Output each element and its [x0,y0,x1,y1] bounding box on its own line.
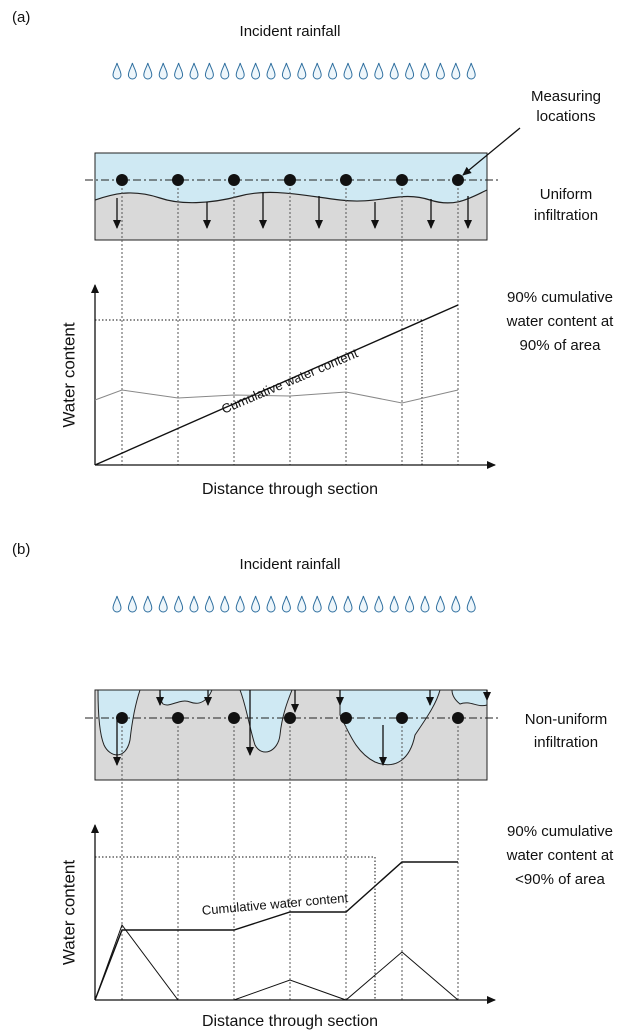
raindrop [466,595,476,613]
measuring-point [284,174,296,186]
pointer-arrow [462,127,521,176]
x-axis-label: Distance through section [202,481,378,498]
raindrop [328,595,338,613]
wetting-front [94,189,488,204]
raindrop [420,62,430,80]
raindrop [358,595,368,613]
x-axis-label: Distance through section [202,1013,378,1030]
panel-label: (a) [12,9,30,26]
raindrop [435,62,445,80]
measuring-point [228,174,240,186]
raindrop [405,595,415,613]
raindrop [204,62,214,80]
measuring-label: Measuring [531,88,601,105]
raindrop [251,62,261,80]
measuring-point [284,712,296,724]
measuring-point [396,712,408,724]
threshold-note: 90% of area [520,337,602,354]
raindrop [266,62,276,80]
raindrop [389,595,399,613]
raindrop [127,595,137,613]
measuring-point [396,174,408,186]
raindrop [328,62,338,80]
raindrop [220,595,230,613]
measuring-point [116,712,128,724]
water-content-line [94,923,459,1001]
measuring-point [340,712,352,724]
measuring-point [452,174,464,186]
raindrop [281,595,291,613]
cumulative-line [94,861,458,1001]
y-axis-label: Water content [59,860,78,965]
raindrop [158,595,168,613]
raindrop [297,62,307,80]
raindrop [405,62,415,80]
cumulative-line [94,304,459,466]
threshold-note: water content at [506,313,615,330]
raindrop [312,595,322,613]
threshold-note: 90% cumulative [507,823,613,840]
infiltration-label: Uniform [540,186,593,203]
threshold-note: <90% of area [515,871,605,888]
raindrop [158,62,168,80]
raindrop [389,62,399,80]
infiltration-label: infiltration [534,207,598,224]
threshold-note: water content at [506,847,615,864]
raindrop [435,595,445,613]
wetted-zone [339,689,441,766]
raindrop [127,62,137,80]
raindrop [112,595,122,613]
raindrop [343,62,353,80]
measuring-point [172,174,184,186]
raindrop [297,595,307,613]
raindrop [343,595,353,613]
panel-label: (b) [12,541,30,558]
curve-label: Cumulative water content [201,890,349,918]
y-axis-label: Water content [59,322,78,427]
raindrop [189,62,199,80]
raindrop [358,62,368,80]
raindrop [466,62,476,80]
raindrop [235,595,245,613]
raindrop [220,62,230,80]
measuring-point [228,712,240,724]
raindrop [174,62,184,80]
raindrop [451,62,461,80]
measuring-point [452,712,464,724]
measuring-point [116,174,128,186]
water-content-line [94,389,459,404]
raindrop [374,62,384,80]
raindrop [451,595,461,613]
raindrop [374,595,384,613]
section-outline [94,152,488,241]
raindrop [281,62,291,80]
section-outline [94,689,488,781]
raindrop [312,62,322,80]
infiltration-label: infiltration [534,734,598,751]
raindrop [189,595,199,613]
raindrop [174,595,184,613]
threshold-note: 90% cumulative [507,289,613,306]
raindrop [143,62,153,80]
infiltration-label: Non-uniform [525,711,608,728]
raindrop [420,595,430,613]
measuring-label: locations [536,108,595,125]
raindrop [266,595,276,613]
rainfall-label: Incident rainfall [240,556,341,573]
measuring-point [340,174,352,186]
wetted-zone [239,689,293,753]
raindrop [143,595,153,613]
raindrop [204,595,214,613]
raindrop [112,62,122,80]
raindrop [235,62,245,80]
wetted-zone [451,689,488,707]
measuring-point [172,712,184,724]
rainfall-label: Incident rainfall [240,23,341,40]
raindrop [251,595,261,613]
